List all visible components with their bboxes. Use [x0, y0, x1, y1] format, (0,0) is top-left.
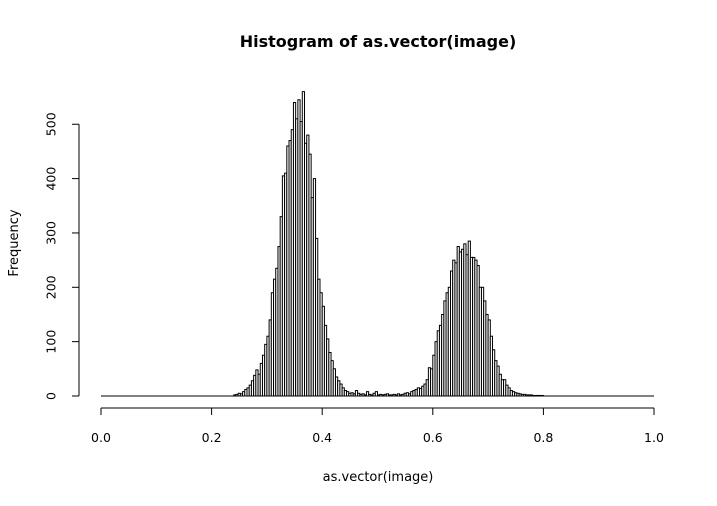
- chart-title: Histogram of as.vector(image): [240, 32, 517, 51]
- x-tick-label: 0.6: [423, 430, 443, 445]
- y-tick-label: 200: [44, 275, 59, 299]
- y-axis: 0 100 200 300 400 500: [44, 112, 80, 400]
- y-tick-label: 400: [44, 167, 59, 191]
- histogram-bar: [365, 391, 370, 397]
- y-tick-label: 300: [44, 221, 59, 245]
- x-tick-label: 0.0: [91, 430, 111, 445]
- x-axis: 0.0 0.2 0.4 0.6 0.8 1.0: [91, 407, 664, 445]
- histogram-bar: [374, 391, 379, 397]
- x-axis-label: as.vector(image): [323, 470, 434, 485]
- x-tick-label: 0.8: [533, 430, 553, 445]
- x-tick-label: 1.0: [644, 430, 664, 445]
- y-tick-label: 500: [44, 112, 59, 136]
- histogram-bars: [101, 91, 654, 397]
- y-tick-label: 0: [44, 392, 59, 400]
- histogram-bar: [540, 394, 544, 397]
- x-tick-label: 0.2: [202, 430, 222, 445]
- y-tick-label: 100: [44, 330, 59, 354]
- x-tick-label: 0.4: [312, 430, 332, 445]
- y-axis-label: Frequency: [7, 209, 22, 276]
